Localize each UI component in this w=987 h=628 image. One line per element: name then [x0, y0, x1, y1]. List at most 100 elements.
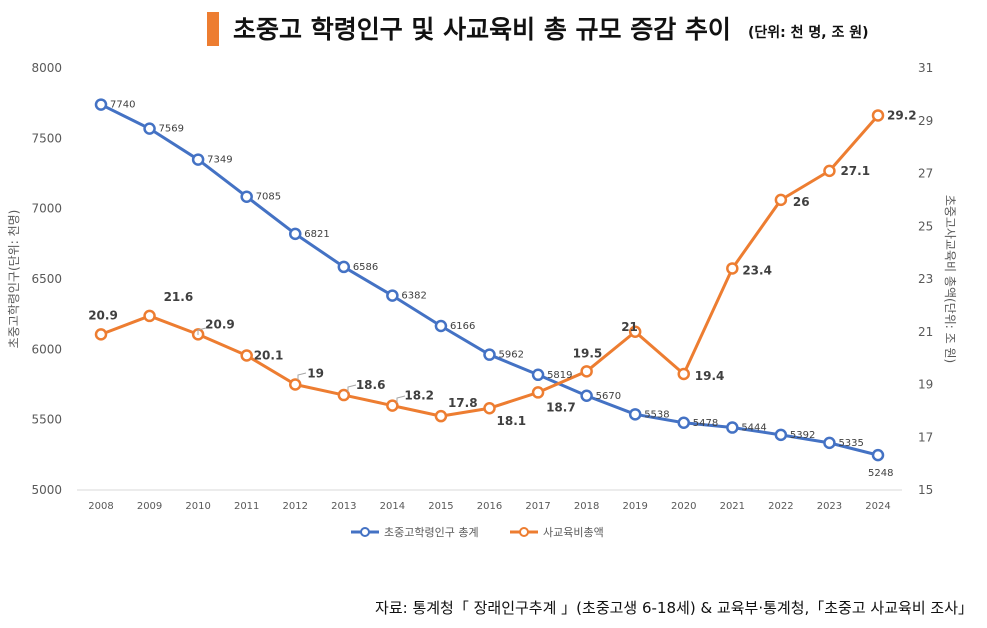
y-right-tick-label: 29 [918, 114, 933, 128]
y-right-tick-label: 19 [918, 378, 933, 392]
chart-title: 초중고 학령인구 및 사교육비 총 규모 증감 추이 [233, 15, 731, 44]
spending-point [483, 401, 496, 415]
x-tick-label: 2011 [234, 501, 259, 512]
spending-data-label: 21.6 [164, 290, 194, 304]
spending-point [628, 325, 642, 338]
x-tick-label: 2022 [768, 501, 793, 512]
legend-population-swatch-marker [360, 527, 370, 537]
population-point [871, 448, 885, 462]
population-data-label: 5335 [838, 438, 863, 449]
legend-population-label: 초중고학령인구 총계 [384, 526, 479, 539]
population-point [240, 190, 253, 203]
spending-point [143, 309, 156, 323]
y-right-tick-label: 21 [918, 325, 933, 339]
spending-point [726, 262, 739, 275]
y-left-tick-label: 5000 [31, 483, 62, 497]
population-point [434, 319, 448, 333]
spending-data-label: 18.6 [356, 378, 386, 392]
y-left-tick-label: 6500 [31, 272, 62, 286]
data-label-leader [297, 372, 307, 380]
spending-point [434, 409, 448, 423]
spending-data-label: 23.4 [742, 263, 772, 277]
x-tick-label: 2020 [671, 501, 696, 512]
legend-spending-swatch-marker [519, 527, 529, 537]
spending-data-label: 19.5 [573, 346, 603, 360]
y-left-tick-label: 7500 [31, 131, 62, 145]
spending-point [823, 164, 836, 178]
spending-data-label: 18.7 [546, 400, 576, 414]
spending-data-label: 29.2 [887, 108, 917, 122]
x-tick-label: 2015 [428, 501, 453, 512]
x-tick-label: 2010 [185, 501, 210, 512]
spending-data-label: 19 [307, 367, 324, 381]
data-label-leader [396, 395, 406, 403]
spending-point [580, 365, 593, 378]
y-left-axis-title: 초중고학령인구(단위: 천명) [6, 210, 21, 349]
population-data-label: 5819 [547, 370, 572, 381]
title-accent-bar [207, 12, 219, 46]
spending-point [871, 109, 885, 122]
spending-point [677, 367, 690, 381]
spending-data-label: 20.9 [88, 308, 118, 322]
x-tick-label: 2017 [525, 501, 550, 512]
x-tick-label: 2024 [865, 501, 890, 512]
spending-point [94, 328, 108, 341]
population-point [628, 408, 642, 421]
x-tick-label: 2018 [574, 501, 599, 512]
population-data-label: 6166 [450, 321, 475, 332]
population-data-label: 7569 [159, 124, 184, 135]
spending-data-label: 19.4 [695, 369, 725, 383]
y-right-tick-label: 15 [918, 483, 933, 497]
population-point [774, 428, 788, 442]
population-data-label: 5538 [644, 409, 669, 420]
population-point [386, 289, 399, 302]
spending-data-label: 17.8 [448, 396, 478, 410]
population-data-label: 7085 [256, 192, 281, 203]
spending-point [531, 386, 545, 399]
spending-data-label: 20.9 [205, 317, 235, 331]
population-data-label: 6821 [304, 229, 329, 240]
y-left-tick-label: 6000 [31, 342, 62, 356]
spending-data-label: 21 [621, 320, 638, 334]
population-point [726, 421, 739, 434]
population-point [580, 389, 593, 403]
x-tick-label: 2019 [622, 501, 647, 512]
population-data-label: 7349 [207, 155, 232, 166]
population-data-label: 7740 [110, 100, 135, 111]
y-right-tick-label: 17 [918, 430, 933, 444]
y-left-tick-label: 7000 [31, 202, 62, 216]
population-point [531, 368, 545, 382]
x-tick-label: 2013 [331, 501, 356, 512]
x-tick-label: 2009 [137, 501, 162, 512]
spending-point [774, 193, 788, 207]
y-right-tick-label: 27 [918, 167, 933, 181]
spending-data-label: 18.2 [404, 389, 434, 403]
population-point [483, 348, 496, 361]
population-point [94, 98, 108, 111]
population-data-label: 6586 [353, 262, 378, 273]
population-data-label: 5670 [596, 391, 621, 402]
x-tick-label: 2014 [380, 501, 405, 512]
population-point [677, 416, 690, 430]
population-data-label: 5392 [790, 430, 815, 441]
y-left-tick-label: 8000 [31, 61, 62, 75]
y-left-tick-label: 5500 [31, 413, 62, 427]
population-data-label: 5248 [868, 468, 893, 479]
population-point [337, 260, 351, 274]
population-data-label: 5478 [693, 418, 718, 429]
x-tick-label: 2021 [720, 501, 745, 512]
x-tick-label: 2023 [817, 501, 842, 512]
y-right-tick-label: 31 [918, 61, 933, 75]
x-tick-label: 2016 [477, 501, 502, 512]
spending-point [289, 378, 302, 391]
y-right-tick-label: 23 [918, 272, 933, 286]
data-label-leader [197, 327, 207, 335]
spending-point [240, 349, 253, 362]
spending-data-label: 26 [793, 195, 810, 209]
legend-spending-label: 사교육비총액 [543, 526, 604, 539]
source-note: 자료: 통계청「 장래인구추계 」(초중고생 6-18세) & 교육부·통계청,… [375, 599, 973, 617]
y-right-axis-title: 초중고사교육비 총액(단위: 조 원) [943, 195, 957, 363]
spending-point [386, 399, 399, 412]
population-data-label: 6382 [401, 291, 426, 302]
